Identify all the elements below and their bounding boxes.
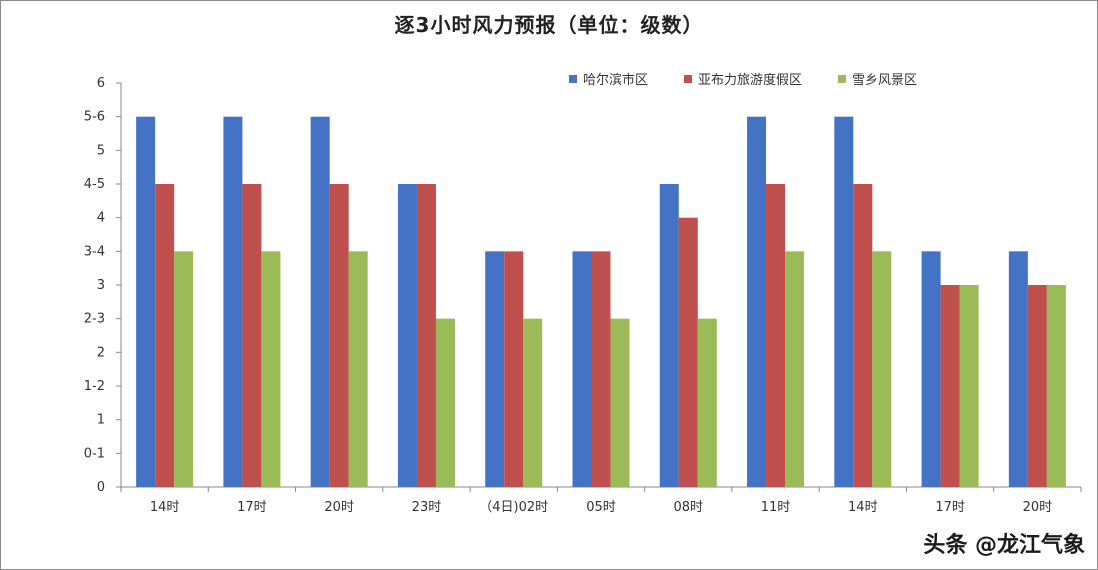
watermark: 头条 @龙江气象 — [923, 533, 1085, 558]
bar — [242, 184, 262, 487]
bar — [1008, 251, 1028, 487]
bar — [1046, 285, 1066, 487]
bar — [523, 318, 543, 487]
x-tick-label: 05时 — [586, 500, 616, 515]
legend: 哈尔滨市区 亚布力旅游度假区 雪乡风景区 — [569, 69, 917, 88]
legend-item-yabuli: 亚布力旅游度假区 — [684, 69, 802, 88]
bar — [591, 251, 611, 487]
bar — [872, 251, 892, 487]
legend-label-yabuli: 亚布力旅游度假区 — [698, 73, 803, 88]
x-tick-label: 20时 — [1023, 500, 1053, 515]
x-tick-label: 23时 — [412, 500, 442, 515]
bar — [572, 251, 592, 487]
bar — [1027, 285, 1047, 487]
bar — [834, 116, 854, 488]
y-tick-label: 2-3 — [84, 312, 105, 327]
y-tick-label: 3 — [97, 278, 105, 293]
bar — [310, 116, 330, 488]
bar — [853, 184, 873, 487]
bar — [659, 184, 679, 487]
bar — [921, 251, 941, 487]
legend-item-harbin: 哈尔滨市区 — [569, 69, 648, 88]
bar — [416, 184, 436, 487]
x-tick-label: 11时 — [761, 500, 791, 515]
legend-swatch-xuexiang — [838, 74, 847, 83]
y-tick-label: 1 — [97, 413, 105, 428]
bar — [174, 251, 194, 487]
legend-swatch-yabuli — [684, 74, 693, 83]
y-tick-label: 3-4 — [84, 244, 105, 259]
legend-label-harbin: 哈尔滨市区 — [583, 73, 649, 88]
bar — [697, 318, 717, 487]
bar — [435, 318, 455, 487]
y-tick-label: 1-2 — [84, 379, 105, 394]
y-tick-label: 5-6 — [84, 110, 105, 125]
x-tick-label: 14时 — [848, 500, 878, 515]
y-tick-label: 6 — [97, 76, 105, 91]
y-tick-label: 5 — [97, 143, 105, 158]
bar — [136, 116, 156, 488]
bar — [766, 184, 786, 487]
bar — [329, 184, 349, 487]
x-tick-label: 20时 — [324, 500, 354, 515]
bar — [397, 184, 417, 487]
legend-swatch-harbin — [569, 74, 577, 83]
bar — [610, 318, 630, 487]
legend-item-xuexiang: 雪乡风景区 — [838, 69, 917, 88]
x-tick-label: 17时 — [935, 500, 965, 515]
bar — [504, 251, 524, 487]
x-tick-label: 14时 — [150, 500, 180, 515]
bar — [261, 251, 281, 487]
bar — [223, 116, 243, 488]
bar — [747, 116, 767, 488]
bar — [959, 285, 979, 487]
x-tick-label: 17时 — [237, 500, 267, 515]
bar — [678, 217, 698, 487]
x-tick-label: （4日)02时 — [479, 500, 548, 515]
bar — [155, 184, 175, 487]
y-tick-label: 4-5 — [84, 177, 105, 192]
bar — [785, 251, 805, 487]
y-tick-label: 0 — [97, 480, 105, 495]
y-tick-label: 0-1 — [84, 446, 105, 461]
bar — [485, 251, 505, 487]
chart-title: 逐3小时风力预报（单位：级数） — [394, 13, 704, 37]
legend-label-xuexiang: 雪乡风景区 — [852, 73, 918, 88]
y-tick-label: 4 — [97, 211, 105, 226]
x-tick-label: 08时 — [673, 500, 703, 515]
y-tick-label: 2 — [97, 345, 105, 360]
bar — [940, 285, 960, 487]
bar — [348, 251, 368, 487]
